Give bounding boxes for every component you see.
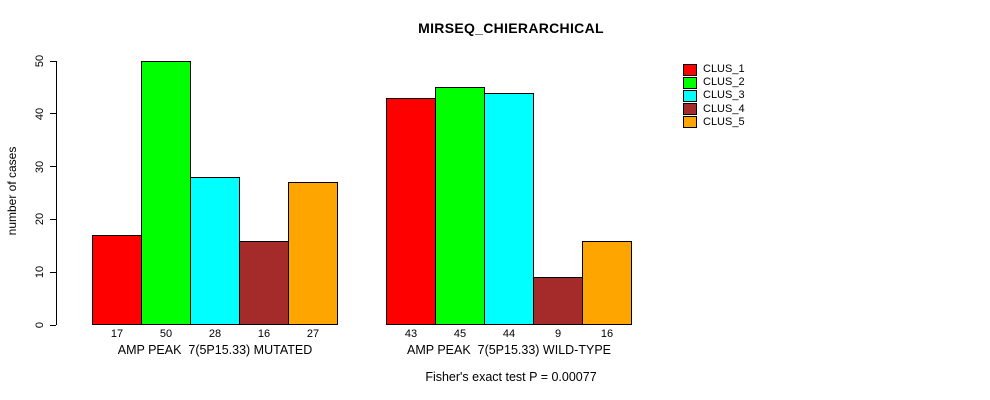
- bar-value-label: 45: [453, 328, 467, 340]
- legend-row: CLUS_2: [683, 76, 745, 89]
- bar-group: 17 50 28 16 27 AMP PEAK 7(5P15.33) MUTATED: [92, 0, 338, 400]
- legend-swatch-clus_4: [683, 103, 697, 116]
- legend-row: CLUS_3: [683, 89, 745, 102]
- y-tick-label: 40: [34, 107, 46, 120]
- bar-clus_5: [288, 182, 338, 325]
- y-tick-label: 50: [34, 54, 46, 68]
- y-tick: [50, 166, 56, 168]
- y-tick-label: 0: [34, 321, 46, 329]
- legend-row: CLUS_4: [683, 103, 745, 116]
- legend-row: CLUS_1: [683, 63, 745, 76]
- bar-value-label: 16: [257, 328, 271, 340]
- bar-value-label: 28: [208, 328, 222, 340]
- y-axis-label: number of cases: [5, 146, 19, 236]
- legend: CLUS_1 CLUS_2 CLUS_3 CLUS_4 CLUS_5: [683, 63, 745, 129]
- legend-swatch-clus_5: [683, 116, 697, 129]
- bar-value-label: 16: [600, 328, 614, 340]
- legend-row: CLUS_5: [683, 116, 745, 129]
- group-label: AMP PEAK 7(5P15.33) MUTATED: [117, 343, 313, 357]
- legend-label: CLUS_1: [703, 63, 745, 76]
- fisher-test-annotation: Fisher's exact test P = 0.00077: [425, 370, 597, 384]
- y-axis-line: [56, 61, 57, 325]
- y-tick-label: 20: [34, 213, 46, 226]
- bar-group: 43 45 44 9 16 AMP PEAK 7(5P15.33) WILD-TYPE: [386, 0, 632, 400]
- bar-clus_3: [190, 177, 240, 325]
- y-tick: [50, 324, 56, 326]
- chart-title: MIRSEQ_CHIERARCHICAL: [418, 20, 604, 36]
- legend-swatch-clus_1: [683, 63, 697, 76]
- y-tick: [50, 60, 56, 62]
- legend-swatch-clus_2: [683, 76, 697, 89]
- bar-value-label: 17: [110, 328, 124, 340]
- bar-value-label: 27: [306, 328, 320, 340]
- legend-swatch-clus_3: [683, 89, 697, 102]
- y-tick-label: 10: [34, 266, 46, 279]
- legend-label: CLUS_2: [703, 76, 745, 89]
- y-tick: [50, 113, 56, 115]
- group-label: AMP PEAK 7(5P15.33) WILD-TYPE: [406, 343, 611, 357]
- bar-value-label: 43: [404, 328, 418, 340]
- bar-clus_1: [386, 98, 436, 325]
- bar-value-label: 50: [159, 328, 173, 340]
- bar-clus_4: [533, 277, 583, 325]
- bar-clus_2: [435, 87, 485, 325]
- bar-clus_4: [239, 241, 289, 325]
- bar-value-label: 44: [502, 328, 516, 340]
- bar-clus_3: [484, 93, 534, 325]
- y-tick: [50, 218, 56, 220]
- legend-label: CLUS_4: [703, 102, 745, 115]
- legend-label: CLUS_3: [703, 89, 745, 102]
- bar-clus_2: [141, 61, 191, 325]
- y-tick: [50, 271, 56, 273]
- bar-value-label: 9: [554, 328, 562, 340]
- legend-label: CLUS_5: [703, 115, 745, 128]
- bar-clus_1: [92, 235, 142, 325]
- bar-clus_5: [582, 241, 632, 325]
- y-tick-label: 30: [34, 160, 46, 173]
